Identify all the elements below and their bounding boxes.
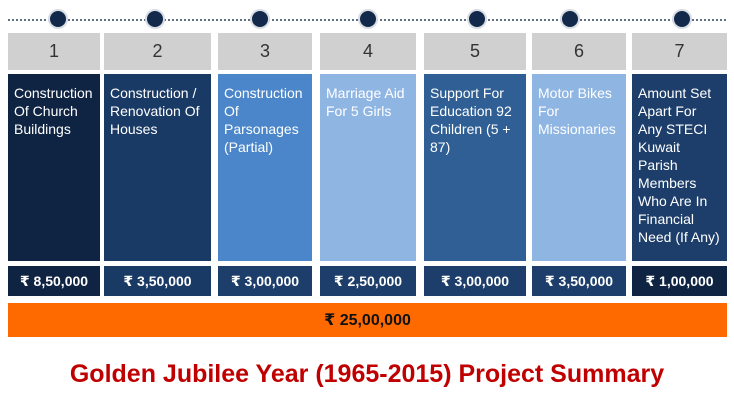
project-amount-3: ₹ 3,00,000 xyxy=(218,266,312,296)
project-number-6: 6 xyxy=(532,33,626,70)
project-amount-5: ₹ 3,00,000 xyxy=(424,266,526,296)
project-description-4: Marriage Aid For 5 Girls xyxy=(320,74,416,261)
project-description-3: Construction Of Parsonages (Partial) xyxy=(218,74,312,261)
project-amount-4: ₹ 2,50,000 xyxy=(320,266,416,296)
total-amount-bar: ₹ 25,00,000 xyxy=(8,303,727,337)
project-number-1: 1 xyxy=(8,33,100,70)
project-number-2: 2 xyxy=(104,33,211,70)
project-amount-6: ₹ 3,50,000 xyxy=(532,266,626,296)
timeline-dot xyxy=(467,9,487,29)
project-description-6: Motor Bikes For Missionaries xyxy=(532,74,626,261)
timeline-dot xyxy=(358,9,378,29)
project-number-7: 7 xyxy=(632,33,727,70)
timeline-dot xyxy=(48,9,68,29)
project-amount-2: ₹ 3,50,000 xyxy=(104,266,211,296)
project-amount-7: ₹ 1,00,000 xyxy=(632,266,727,296)
project-description-7: Amount Set Apart For Any STECI Kuwait Pa… xyxy=(632,74,727,261)
timeline-dot xyxy=(145,9,165,29)
timeline-dot xyxy=(250,9,270,29)
page-title: Golden Jubilee Year (1965-2015) Project … xyxy=(69,360,665,388)
project-number-5: 5 xyxy=(424,33,526,70)
project-number-4: 4 xyxy=(320,33,416,70)
timeline-dot xyxy=(672,9,692,29)
project-number-3: 3 xyxy=(218,33,312,70)
project-description-5: Support For Education 92 Children (5 + 8… xyxy=(424,74,526,261)
project-description-2: Construction / Renovation Of Houses xyxy=(104,74,211,261)
timeline-dot xyxy=(560,9,580,29)
project-amount-1: ₹ 8,50,000 xyxy=(8,266,100,296)
project-description-1: Construction Of Church Buildings xyxy=(8,74,100,261)
